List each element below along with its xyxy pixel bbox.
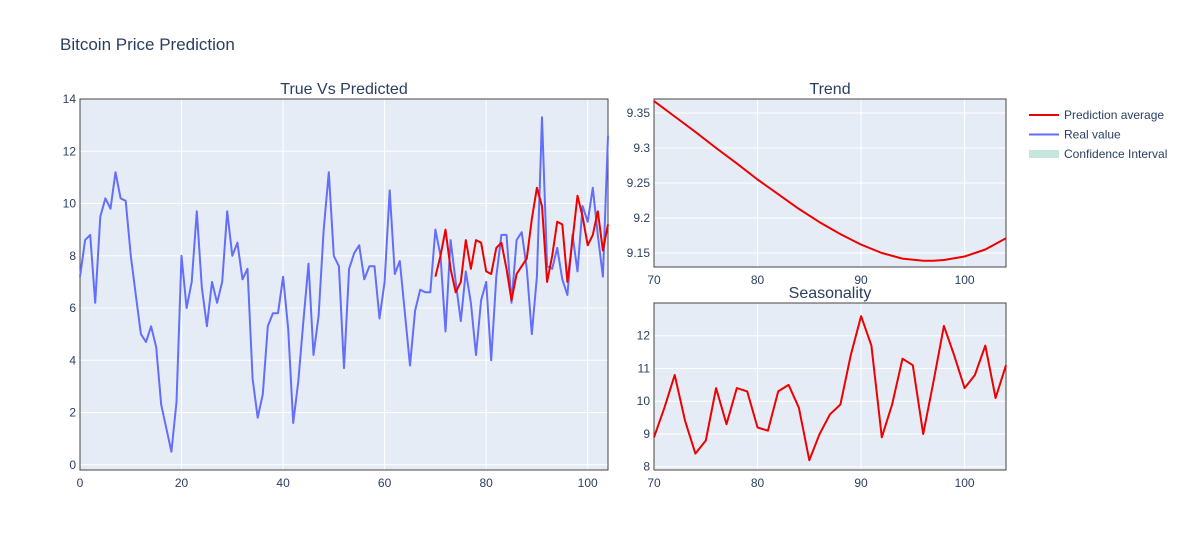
legend-item-confidence-interval[interactable]: Confidence Interval (1029, 147, 1167, 161)
trend-frame (653, 98, 1007, 268)
legend-label: Confidence Interval (1064, 147, 1167, 161)
seasonality-series-prediction-average[interactable] (653, 315, 1007, 462)
true-vs-predicted-y-tick-label: 4 (69, 353, 76, 367)
true-vs-predicted-x-tick-label: 60 (378, 476, 392, 490)
seasonality-plot-area[interactable] (654, 303, 1006, 470)
seasonality-subplot: 70 80 90 100 8 9 10 11 12 Seasonality (637, 285, 1007, 490)
true-vs-predicted-series-prediction-average[interactable] (434, 186, 609, 302)
trend-y-tick-label: 9.3 (633, 141, 650, 155)
seasonality-y-tick-label: 11 (638, 361, 651, 375)
trend-y-tick-label: 9.2 (633, 211, 650, 225)
true-vs-predicted-y-tick-label: 14 (63, 92, 77, 106)
seasonality-x-tick-label: 100 (955, 476, 975, 490)
true-vs-predicted-frame (79, 98, 609, 471)
true-vs-predicted-title: True Vs Predicted (280, 81, 407, 98)
seasonality-y-tick-label: 12 (637, 329, 651, 343)
legend[interactable]: Prediction average Real value Confidence I… (1029, 108, 1167, 161)
legend-label: Prediction average (1064, 108, 1164, 122)
trend-title: Trend (809, 81, 850, 98)
true-vs-predicted-y-tick-label: 10 (63, 197, 77, 211)
true-vs-predicted-y-tick-label: 6 (69, 301, 76, 315)
trend-x-tick-label: 70 (647, 273, 661, 287)
true-vs-predicted-y-tick-label: 8 (69, 249, 76, 263)
seasonality-x-tick-label: 90 (854, 476, 868, 490)
legend-item-prediction-average[interactable]: Prediction average (1029, 108, 1164, 122)
seasonality-y-tick-label: 8 (643, 460, 650, 474)
trend-y-tick-label: 9.25 (627, 176, 651, 190)
trend-y-tick-label: 9.15 (627, 246, 651, 260)
seasonality-x-tick-label: 70 (647, 476, 661, 490)
trend-x-tick-label: 80 (751, 273, 765, 287)
true-vs-predicted-x-tick-label: 100 (578, 476, 598, 490)
true-vs-predicted-series-real-value[interactable] (79, 116, 609, 453)
true-vs-predicted-x-tick-label: 20 (175, 476, 189, 490)
true-vs-predicted-y-tick-label: 0 (69, 458, 76, 472)
seasonality-title: Seasonality (789, 285, 872, 302)
true-vs-predicted-x-tick-label: 80 (479, 476, 493, 490)
figure-title: Bitcoin Price Prediction (60, 35, 235, 54)
true-vs-predicted-y-tick-label: 12 (63, 144, 77, 158)
true-vs-predicted-x-tick-label: 0 (77, 476, 84, 490)
true-vs-predicted-subplot: 0 20 40 60 80 100 0 2 4 6 8 10 12 14 True Vs Predicted (63, 81, 609, 490)
trend-x-tick-label: 100 (955, 273, 975, 287)
true-vs-predicted-x-tick-label: 40 (276, 476, 290, 490)
seasonality-frame (653, 302, 1007, 471)
trend-subplot: 70 80 90 100 9.15 9.2 9.25 9.3 9.35 Trend (627, 81, 1007, 287)
legend-label: Real value (1064, 128, 1121, 142)
trend-series-prediction-average[interactable] (653, 100, 1007, 262)
legend-item-real-value[interactable]: Real value (1029, 128, 1121, 142)
true-vs-predicted-plot-area[interactable] (80, 99, 608, 470)
seasonality-y-tick-label: 9 (643, 427, 650, 441)
seasonality-x-tick-label: 80 (751, 476, 765, 490)
true-vs-predicted-y-tick-label: 2 (69, 406, 76, 420)
subplots: 0 20 40 60 80 100 0 2 4 6 8 10 12 14 True Vs Predicted… (63, 81, 1007, 490)
seasonality-y-tick-label: 10 (637, 394, 651, 408)
trend-x-tick-label: 90 (854, 273, 868, 287)
legend-swatch-confidence-interval (1029, 150, 1059, 158)
trend-y-tick-label: 9.35 (627, 106, 651, 120)
